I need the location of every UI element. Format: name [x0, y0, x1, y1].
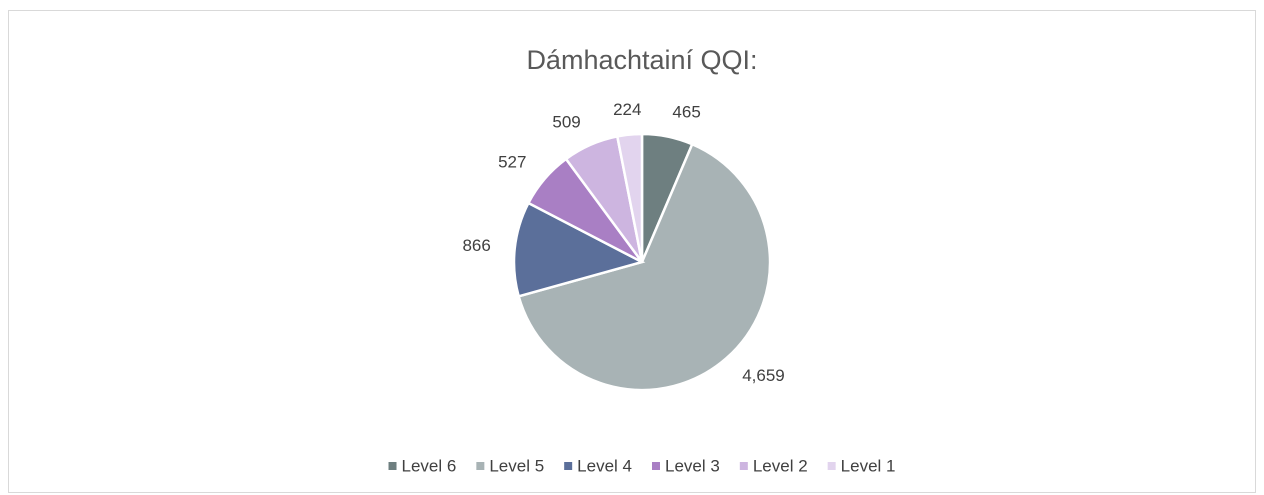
legend-marker — [476, 462, 485, 470]
data-label: 527 — [498, 153, 526, 172]
legend-label: Level 6 — [402, 456, 457, 475]
data-label: 509 — [552, 112, 580, 131]
pie-slice — [512, 201, 646, 298]
legend-label: Level 4 — [577, 456, 632, 475]
legend-label: Level 2 — [753, 456, 808, 475]
legend-marker — [388, 462, 397, 470]
legend-label: Level 5 — [489, 456, 544, 475]
legend-marker — [739, 462, 748, 470]
legend-marker — [652, 462, 660, 470]
pie-slice — [615, 132, 644, 263]
data-label: 4,659 — [742, 366, 785, 385]
pie-slice — [517, 142, 772, 392]
data-label: 224 — [613, 100, 641, 119]
data-label: 866 — [462, 236, 490, 255]
legend-marker — [564, 462, 573, 470]
legend-label: Level 1 — [841, 456, 896, 475]
chart-title: Dámhachtainí QQI: — [526, 45, 757, 75]
legend-marker — [827, 462, 836, 470]
legend-label: Level 3 — [665, 456, 720, 475]
data-label: 465 — [672, 103, 700, 122]
